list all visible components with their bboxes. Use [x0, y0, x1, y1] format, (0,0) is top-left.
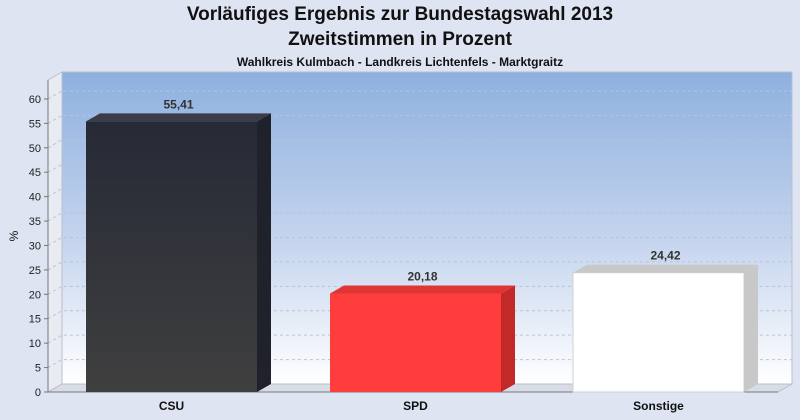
y-tick-label: 45 [29, 167, 41, 179]
data-label: 20,18 [407, 269, 437, 283]
chart-title: Vorläufiges Ergebnis zur Bundestagswahl … [186, 4, 614, 25]
bar-side-sonstige [744, 264, 758, 392]
y-tick-label: 5 [35, 363, 41, 375]
bar-top-csu [86, 113, 271, 122]
bar-top-spd [330, 285, 515, 294]
bar-side-spd [501, 285, 515, 392]
y-tick-label: 20 [29, 289, 41, 301]
y-tick-label: 30 [29, 240, 41, 252]
y-tick-label: 25 [29, 265, 41, 277]
bar-top-sonstige [573, 264, 758, 273]
y-tick-label: 60 [29, 94, 41, 106]
data-label: 55,41 [163, 97, 193, 111]
x-tick-label: Sonstige [633, 399, 684, 413]
y-tick-label: 40 [29, 192, 41, 204]
bar-sonstige [572, 272, 745, 393]
bar-csu [86, 121, 257, 392]
chart-subtitle: Wahlkreis Kulmbach - Landkreis Lichtenfe… [236, 55, 564, 69]
bar-spd [330, 293, 501, 392]
x-tick-label: CSU [159, 399, 184, 413]
chart-title-line2: Zweitstimmen in Prozent [288, 29, 512, 50]
y-tick-label: 15 [29, 314, 41, 326]
data-label: 24,42 [650, 249, 680, 263]
y-tick-label: 0 [35, 387, 41, 399]
y-axis-label: % [7, 230, 21, 241]
x-tick-label: SPD [403, 399, 428, 413]
y-tick-label: 10 [29, 338, 41, 350]
y-tick-label: 35 [29, 216, 41, 228]
y-tick-label: 50 [29, 143, 41, 155]
bar-side-csu [257, 113, 271, 392]
left-wall [47, 71, 63, 393]
y-tick-label: 55 [29, 118, 41, 130]
